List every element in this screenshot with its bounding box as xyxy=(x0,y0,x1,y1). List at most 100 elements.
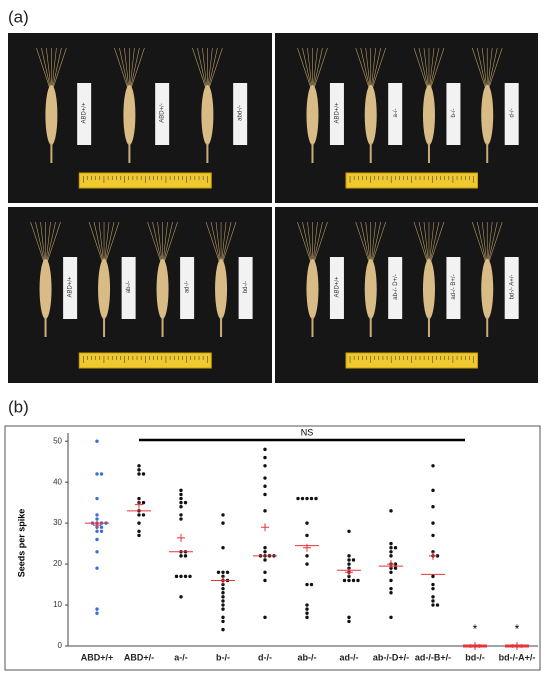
card-label: a-/- xyxy=(393,108,399,117)
awn xyxy=(220,221,237,268)
data-point xyxy=(179,496,183,501)
data-point xyxy=(347,574,351,579)
label-card xyxy=(155,83,170,145)
spike xyxy=(306,259,319,319)
data-point xyxy=(351,578,356,583)
awn xyxy=(129,47,140,94)
awn xyxy=(152,221,163,268)
awn xyxy=(476,221,488,268)
data-point xyxy=(431,582,435,587)
card-label: ABD+/+ xyxy=(335,102,341,124)
label-card xyxy=(63,257,78,319)
data-point xyxy=(216,570,221,574)
card-label: ABD+/+ xyxy=(82,102,88,124)
awn xyxy=(476,47,488,94)
data-point xyxy=(431,603,435,607)
data-point xyxy=(263,509,267,513)
x-tick-label: ad-/-B+/- xyxy=(415,652,451,662)
data-point xyxy=(305,582,309,587)
spike xyxy=(306,85,319,145)
data-point xyxy=(183,574,188,579)
awn xyxy=(360,221,372,268)
data-point xyxy=(435,603,440,607)
chart-frame xyxy=(4,425,541,671)
data-point xyxy=(221,513,225,517)
awn xyxy=(45,221,56,268)
mean-marker xyxy=(177,533,185,542)
data-point xyxy=(347,558,351,562)
data-point xyxy=(389,586,393,591)
data-point xyxy=(389,509,393,513)
data-point xyxy=(300,496,305,501)
data-point xyxy=(263,558,267,562)
data-point xyxy=(95,496,99,501)
data-point xyxy=(431,574,435,579)
awn xyxy=(35,221,46,268)
data-point xyxy=(431,595,435,599)
awn xyxy=(370,221,387,268)
x-tick-label: a-/- xyxy=(174,652,188,662)
awn xyxy=(418,221,430,268)
spike xyxy=(481,85,494,145)
data-point xyxy=(263,570,267,574)
spike xyxy=(364,85,377,145)
data-point xyxy=(393,562,398,566)
awn xyxy=(413,221,430,268)
label-card xyxy=(121,257,136,319)
card-label: abd-/- xyxy=(238,105,244,121)
label-card xyxy=(238,257,253,319)
data-point xyxy=(137,513,141,517)
label-card xyxy=(329,83,344,145)
spike xyxy=(215,259,228,319)
card-label: ab-/- D+/- xyxy=(393,274,399,300)
data-point xyxy=(263,492,267,497)
awn xyxy=(312,221,328,268)
data-point xyxy=(179,517,183,521)
data-point xyxy=(95,550,99,554)
y-tick-label: 0 xyxy=(58,641,63,650)
awn xyxy=(360,47,372,94)
awn xyxy=(162,221,173,268)
data-point xyxy=(221,591,225,595)
awn xyxy=(428,221,445,268)
awn xyxy=(428,47,440,94)
data-point xyxy=(389,545,393,550)
data-point xyxy=(95,439,99,443)
label-card xyxy=(504,83,519,145)
awn xyxy=(129,47,145,94)
data-point xyxy=(141,513,146,517)
awn xyxy=(192,47,208,94)
data-point xyxy=(305,554,309,558)
panel-label: (a) xyxy=(8,7,29,26)
data-point xyxy=(221,603,225,607)
data-point xyxy=(305,533,309,538)
data-point xyxy=(347,578,351,583)
data-point xyxy=(95,566,99,570)
awn xyxy=(103,221,115,268)
label-card xyxy=(233,83,248,145)
x-tick-label: ab-/- xyxy=(298,652,317,662)
data-point xyxy=(296,496,300,501)
card-label: ad-/- B+/- xyxy=(451,274,457,299)
data-point xyxy=(314,496,318,501)
x-tick-label: bd-/- xyxy=(465,652,485,662)
spike xyxy=(481,259,494,319)
data-point xyxy=(263,545,267,550)
data-point xyxy=(95,517,99,521)
awn xyxy=(428,47,445,94)
label-card xyxy=(446,83,461,145)
awn xyxy=(471,47,488,94)
significance-label: * xyxy=(473,622,478,636)
mean-marker xyxy=(345,568,353,577)
data-point xyxy=(263,455,267,460)
data-point xyxy=(137,472,141,476)
data-point xyxy=(188,574,192,579)
data-point xyxy=(263,615,267,620)
data-point xyxy=(179,574,183,579)
awn xyxy=(486,47,498,94)
panel-label: (b) xyxy=(8,397,29,416)
mean-marker xyxy=(429,551,437,560)
data-point xyxy=(347,619,351,624)
data-point xyxy=(389,578,393,583)
